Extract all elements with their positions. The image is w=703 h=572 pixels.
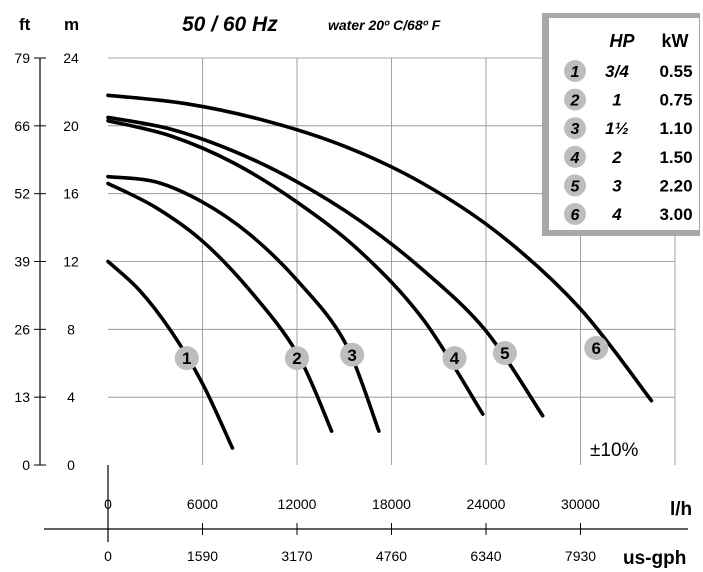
curve-label-6: 6 bbox=[592, 339, 601, 358]
pump-curve-4 bbox=[106, 118, 485, 416]
legend-kw-1: 0.55 bbox=[659, 62, 692, 81]
curve-label-3: 3 bbox=[347, 346, 356, 365]
pump-curve-6 bbox=[106, 93, 654, 403]
y-tick-ft-label: 79 bbox=[14, 50, 30, 66]
legend-hp-2: 1 bbox=[612, 91, 621, 110]
legend-number-1: 1 bbox=[571, 64, 580, 81]
legend-header-hp: HP bbox=[609, 31, 635, 51]
chart-title: 50 / 60 Hz bbox=[182, 13, 278, 36]
x-tick-gph-label: 7930 bbox=[565, 548, 596, 564]
legend-number-5: 5 bbox=[571, 178, 581, 195]
legend-hp-6: 4 bbox=[611, 205, 622, 224]
legend-marker-1 bbox=[564, 60, 586, 82]
legend-hp-4: 2 bbox=[611, 148, 622, 167]
chart-subtitle: water 20º C/68º F bbox=[328, 17, 441, 33]
legend-marker-5 bbox=[564, 174, 586, 197]
curve-label-5: 5 bbox=[500, 344, 509, 363]
legend-number-6: 6 bbox=[571, 207, 580, 224]
y-tick-ft-label: 39 bbox=[14, 254, 30, 270]
pump-curve-5 bbox=[106, 115, 545, 418]
y-tick-ft-label: 52 bbox=[14, 186, 30, 202]
legend-marker-3 bbox=[564, 117, 586, 140]
pump-curve-3 bbox=[106, 174, 381, 433]
x-unit-lh: l/h bbox=[670, 499, 692, 520]
curve-marker-6 bbox=[584, 335, 609, 360]
x-tick-gph-label: 6340 bbox=[470, 548, 501, 564]
legend-kw-2: 0.75 bbox=[659, 91, 692, 110]
legend-kw-4: 1.50 bbox=[659, 148, 692, 167]
legend-number-4: 4 bbox=[570, 150, 580, 167]
x-tick-lh-label: 6000 bbox=[187, 496, 218, 512]
legend-number-2: 2 bbox=[570, 93, 580, 110]
y-tick-ft-label: 26 bbox=[14, 321, 30, 337]
x-tick-lh-label: 0 bbox=[104, 496, 112, 512]
legend-marker-4 bbox=[564, 145, 586, 168]
x-tick-lh-label: 30000 bbox=[561, 496, 600, 512]
tolerance-label: ±10% bbox=[590, 440, 639, 461]
x-unit-gph: us-gph bbox=[623, 548, 686, 569]
labels: 1 2 3 4 5 6 bbox=[174, 335, 609, 371]
y-tick-m-label: 4 bbox=[67, 389, 75, 405]
curve-label-4: 4 bbox=[450, 349, 460, 368]
x-tick-gph-label: 1590 bbox=[187, 548, 218, 564]
y-tick-m-label: 12 bbox=[63, 254, 79, 270]
x-tick-lh-label: 12000 bbox=[278, 496, 317, 512]
y-tick-m-label: 24 bbox=[63, 50, 79, 66]
pump-curve-1 bbox=[106, 259, 235, 450]
y-tick-ft-label: 0 bbox=[22, 457, 30, 473]
y-tick-ft-label: 66 bbox=[14, 118, 30, 134]
pump-curve-2 bbox=[106, 181, 334, 433]
legend-marker-6 bbox=[564, 203, 586, 225]
curve-marker-4 bbox=[442, 346, 467, 371]
y-tick-m-label: 16 bbox=[63, 186, 79, 202]
curve-marker-1 bbox=[174, 346, 199, 371]
x-tick-lh-label: 18000 bbox=[372, 496, 411, 512]
legend-hp-1: 3/4 bbox=[605, 62, 629, 81]
legend: HP kW 1 3/4 0.55 2 1 0.75 3 1½ 1.10 4 2 1.50 5 3 2.20 6 4 3… bbox=[542, 13, 700, 236]
x-tick-gph-label: 4760 bbox=[376, 548, 407, 564]
legend-hp-3: 1½ bbox=[605, 119, 629, 138]
legend-header-kw: kW bbox=[662, 31, 689, 51]
y-right-unit: m bbox=[64, 15, 79, 34]
y-tick-m-label: 20 bbox=[63, 118, 79, 134]
x-tick-gph-label: 3170 bbox=[281, 548, 312, 564]
x-tick-lh-label: 24000 bbox=[467, 496, 506, 512]
curve-label-1: 1 bbox=[182, 349, 191, 368]
legend-marker-2 bbox=[564, 88, 586, 111]
curve-label-2: 2 bbox=[292, 349, 301, 368]
curve-marker-3 bbox=[340, 342, 365, 367]
legend-number-3: 3 bbox=[571, 121, 580, 138]
curve-marker-5 bbox=[492, 341, 517, 366]
y-tick-ft-label: 13 bbox=[14, 389, 30, 405]
legend-kw-6: 3.00 bbox=[659, 205, 692, 224]
curves bbox=[106, 93, 654, 450]
y-tick-m-label: 8 bbox=[67, 321, 75, 337]
legend-kw-3: 1.10 bbox=[659, 119, 692, 138]
curve-marker-2 bbox=[285, 346, 309, 371]
legend-hp-5: 3 bbox=[612, 176, 622, 195]
y-tick-m-label: 0 bbox=[67, 457, 75, 473]
legend-kw-5: 2.20 bbox=[659, 176, 692, 195]
x-tick-gph-label: 0 bbox=[104, 548, 112, 564]
y-left-unit: ft bbox=[19, 15, 31, 34]
